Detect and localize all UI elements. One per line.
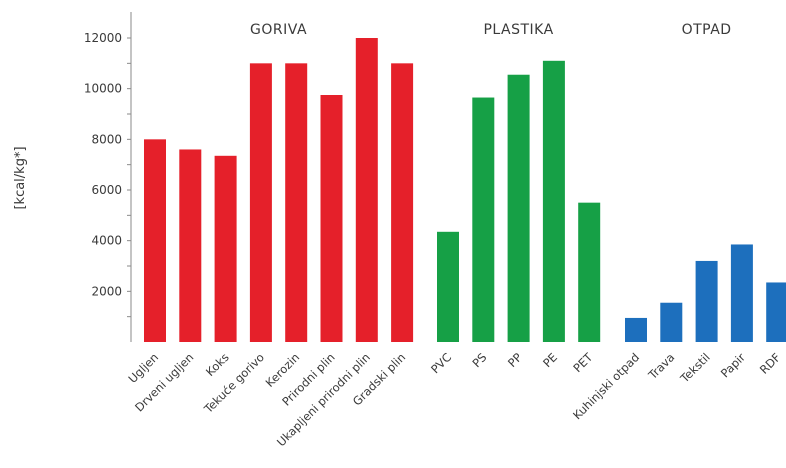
bar xyxy=(507,74,530,342)
bar xyxy=(578,202,601,342)
bar xyxy=(144,139,166,342)
bar xyxy=(285,63,308,342)
y-tick-label: 8000 xyxy=(91,132,122,146)
bar xyxy=(249,63,272,342)
bar xyxy=(214,155,237,342)
y-tick-label: 6000 xyxy=(91,183,122,197)
bar xyxy=(472,97,495,343)
bar xyxy=(542,60,565,343)
bar xyxy=(179,149,202,342)
y-tick-label: 2000 xyxy=(91,284,122,298)
bar xyxy=(766,282,786,342)
bar xyxy=(730,244,753,342)
category-label: Trava xyxy=(645,350,678,383)
group-label: GORIVA xyxy=(250,22,307,38)
bar xyxy=(320,95,343,342)
category-label: PE xyxy=(540,350,560,370)
bar xyxy=(660,302,683,342)
category-label: Koks xyxy=(203,350,232,379)
y-tick-label: 12000 xyxy=(84,31,122,45)
category-label: Tekstil xyxy=(677,350,713,386)
bar xyxy=(355,38,378,342)
y-tick-label: 10000 xyxy=(84,82,122,96)
bar xyxy=(391,63,414,342)
category-label: PET xyxy=(570,350,596,376)
group-label: PLASTIKA xyxy=(483,22,553,38)
category-label: RDF xyxy=(757,350,783,376)
y-axis-title: [kcal/kg*] xyxy=(13,146,28,209)
group-label: OTPAD xyxy=(682,22,732,38)
category-label: PP xyxy=(505,350,525,370)
bar xyxy=(695,260,718,342)
axes xyxy=(127,12,132,342)
category-label: PS xyxy=(469,350,489,370)
category-label: PVC xyxy=(428,350,454,376)
bars xyxy=(144,38,786,343)
category-label: Papir xyxy=(718,350,748,380)
bar xyxy=(437,231,459,342)
y-tick-label: 4000 xyxy=(91,234,122,248)
bar xyxy=(625,317,647,342)
